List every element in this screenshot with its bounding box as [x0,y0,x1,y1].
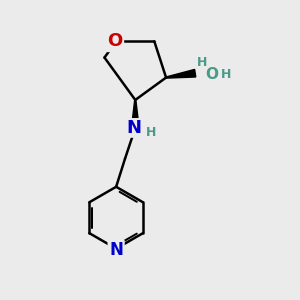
Polygon shape [166,69,196,78]
Text: H: H [197,56,208,69]
Text: O: O [205,67,218,82]
Text: H: H [146,126,156,139]
Text: H: H [221,68,231,81]
Text: N: N [126,119,141,137]
Text: O: O [107,32,122,50]
Polygon shape [131,100,139,128]
Text: N: N [109,241,123,259]
